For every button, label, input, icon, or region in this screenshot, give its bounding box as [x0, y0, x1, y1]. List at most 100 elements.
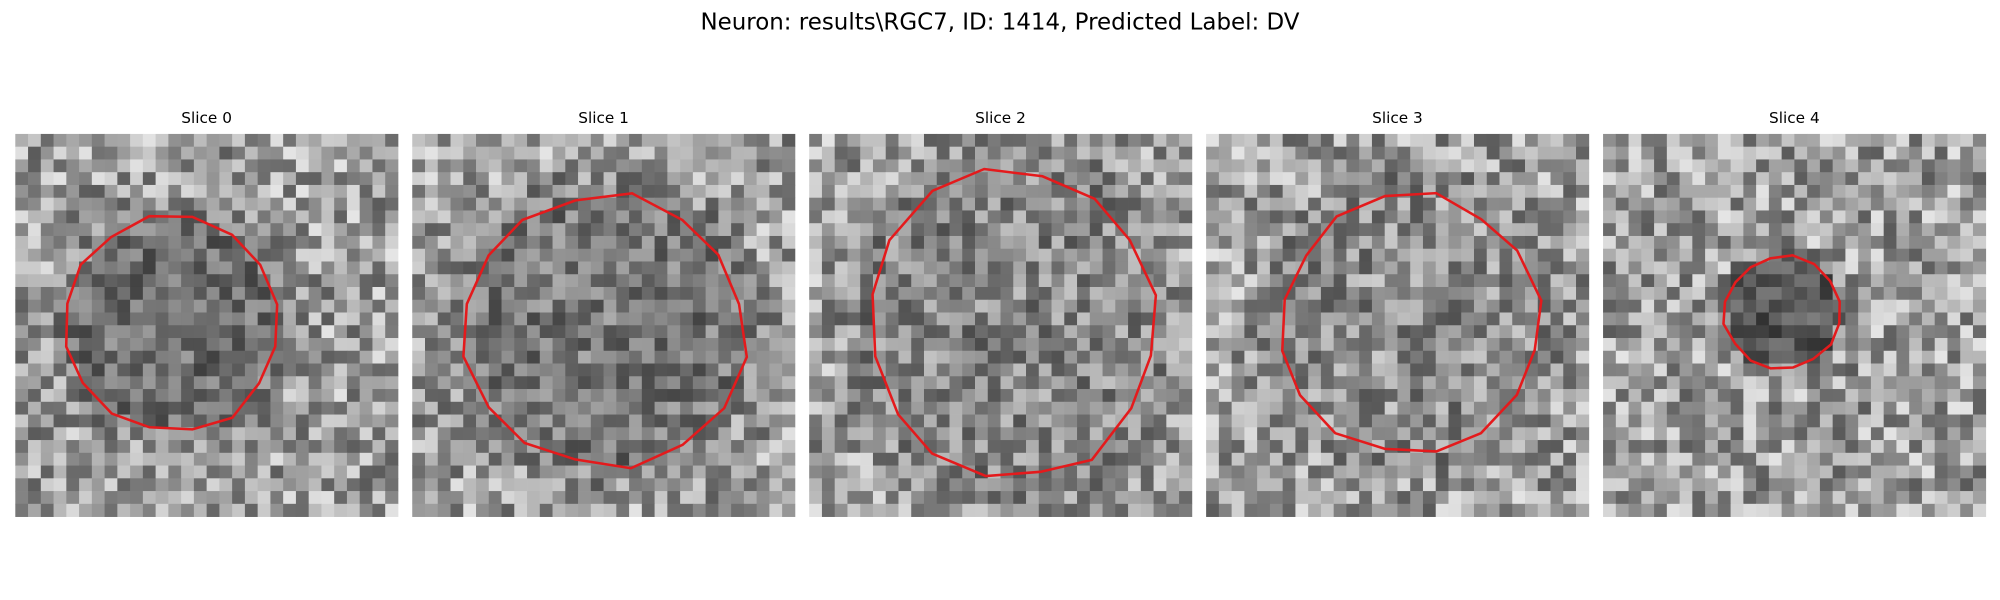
pixel	[885, 350, 899, 364]
pixel	[40, 159, 54, 173]
pixel	[1563, 465, 1577, 479]
pixel	[1603, 452, 1617, 466]
pixel	[1371, 146, 1386, 160]
pixel	[501, 261, 515, 275]
pixel	[206, 338, 220, 352]
pixel	[1269, 299, 1284, 313]
pixel	[1026, 223, 1040, 237]
pixel	[1206, 465, 1220, 479]
pixel	[552, 274, 566, 288]
pixel	[769, 414, 783, 428]
pixel	[244, 503, 259, 517]
pixel	[756, 427, 770, 441]
pixel	[476, 363, 490, 377]
pixel	[334, 465, 348, 479]
pixel	[1883, 401, 1897, 415]
pixel	[257, 414, 271, 428]
pixel	[219, 172, 233, 186]
pixel	[346, 376, 361, 390]
pixel	[885, 248, 899, 262]
pixel	[40, 401, 54, 415]
pixel	[834, 440, 848, 454]
pixel	[104, 338, 118, 352]
pixel	[1308, 197, 1322, 211]
pixel	[1845, 286, 1859, 301]
pixel	[168, 465, 182, 479]
pixel	[1628, 235, 1642, 250]
pixel	[1730, 286, 1744, 301]
pixel	[603, 172, 617, 186]
pixel	[1960, 414, 1974, 428]
pixel	[1563, 159, 1577, 173]
pixel	[1615, 414, 1629, 428]
pixel	[232, 503, 246, 517]
pixel	[53, 338, 67, 352]
pixel	[1410, 401, 1424, 415]
pixel	[1654, 248, 1668, 262]
pixel	[206, 274, 220, 288]
pixel	[527, 172, 541, 186]
pixel	[1845, 503, 1859, 517]
pixel	[1448, 299, 1462, 313]
pixel	[1654, 376, 1668, 390]
pixel	[232, 274, 246, 288]
pixel	[923, 261, 938, 275]
pixel	[1794, 325, 1808, 339]
pixel	[1947, 414, 1961, 428]
pixel	[1934, 401, 1948, 415]
pixel	[501, 210, 515, 224]
pixel	[1346, 133, 1360, 148]
pixel	[514, 172, 528, 186]
pixel	[1153, 248, 1167, 262]
pixel	[385, 503, 399, 517]
pixel	[1972, 223, 1987, 237]
pixel	[872, 299, 887, 313]
pixel	[1537, 452, 1551, 466]
pixel	[91, 286, 105, 301]
pixel	[1641, 440, 1655, 454]
pixel	[1666, 197, 1680, 211]
pixel	[1909, 159, 1923, 173]
pixel	[155, 286, 169, 301]
pixel	[975, 286, 989, 301]
pixel	[1550, 338, 1564, 352]
pixel	[117, 350, 131, 364]
pixel	[1525, 210, 1539, 224]
pixel	[1013, 478, 1027, 492]
pixel	[1026, 414, 1040, 428]
pixel	[641, 223, 655, 237]
pixel	[987, 452, 1001, 466]
pixel	[359, 452, 373, 466]
pixel	[1628, 133, 1642, 148]
pixel	[1909, 350, 1923, 364]
pixel	[809, 274, 823, 288]
pixel	[731, 274, 745, 288]
pixel	[501, 248, 515, 262]
pixel	[142, 286, 156, 301]
pixel	[718, 465, 732, 479]
pixel	[66, 210, 80, 224]
pixel	[1960, 248, 1974, 262]
pixel	[1947, 312, 1961, 326]
pixel	[1166, 146, 1180, 160]
pixel	[1166, 465, 1180, 479]
pixel	[1410, 414, 1424, 428]
pixel	[987, 248, 1001, 262]
pixel	[155, 184, 169, 199]
pixel	[1179, 491, 1193, 505]
pixel	[590, 491, 604, 505]
pixel	[782, 159, 796, 173]
pixel	[1550, 440, 1564, 454]
pixel	[488, 478, 502, 492]
pixel	[1333, 376, 1347, 390]
pixel	[142, 427, 156, 441]
pixel	[53, 274, 67, 288]
pixel	[949, 401, 963, 415]
pixel	[1384, 376, 1398, 390]
pixel	[1089, 414, 1103, 428]
pixel	[641, 146, 655, 160]
pixel	[578, 223, 592, 237]
pixel	[1308, 325, 1322, 339]
pixel	[898, 325, 912, 339]
pixel	[1909, 376, 1923, 390]
